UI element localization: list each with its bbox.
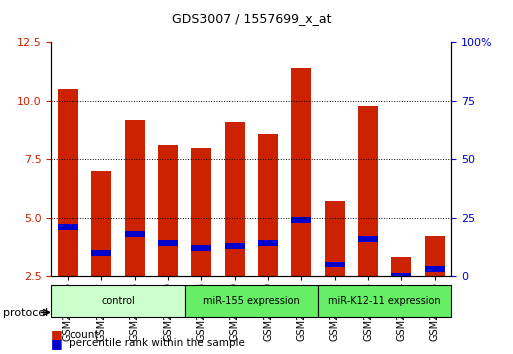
Text: percentile rank within the sample: percentile rank within the sample bbox=[69, 338, 245, 348]
Bar bbox=[258, 240, 278, 246]
Bar bbox=[391, 273, 411, 279]
Bar bbox=[125, 231, 145, 237]
Text: protocol: protocol bbox=[3, 308, 48, 318]
Bar bbox=[191, 148, 211, 276]
Bar bbox=[325, 262, 345, 267]
Bar bbox=[225, 243, 245, 249]
Bar bbox=[91, 171, 111, 276]
Bar bbox=[391, 257, 411, 276]
Bar bbox=[325, 201, 345, 276]
Bar bbox=[125, 120, 145, 276]
Bar bbox=[191, 245, 211, 251]
Bar bbox=[358, 105, 378, 276]
Bar bbox=[58, 224, 78, 230]
Bar bbox=[158, 240, 178, 246]
Text: GDS3007 / 1557699_x_at: GDS3007 / 1557699_x_at bbox=[172, 12, 331, 25]
Bar bbox=[91, 250, 111, 256]
Bar bbox=[425, 266, 445, 272]
Bar bbox=[425, 236, 445, 276]
Text: miR-K12-11 expression: miR-K12-11 expression bbox=[328, 296, 441, 306]
Bar bbox=[291, 68, 311, 276]
Bar bbox=[358, 236, 378, 242]
FancyBboxPatch shape bbox=[318, 285, 451, 317]
Bar bbox=[291, 217, 311, 223]
Text: count: count bbox=[69, 330, 99, 339]
Bar bbox=[225, 122, 245, 276]
FancyBboxPatch shape bbox=[51, 285, 185, 317]
Bar bbox=[258, 133, 278, 276]
Text: control: control bbox=[101, 296, 135, 306]
Bar bbox=[158, 145, 178, 276]
Bar bbox=[58, 89, 78, 276]
FancyBboxPatch shape bbox=[185, 285, 318, 317]
Text: miR-155 expression: miR-155 expression bbox=[203, 296, 300, 306]
Text: ■: ■ bbox=[51, 328, 63, 341]
Text: ■: ■ bbox=[51, 337, 63, 350]
